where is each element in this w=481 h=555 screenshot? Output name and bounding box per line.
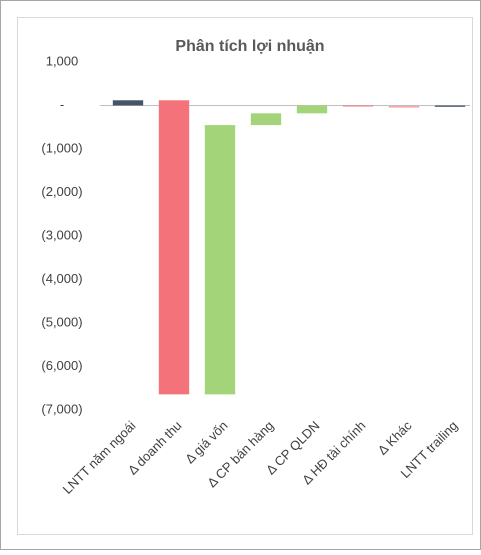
bar xyxy=(158,100,190,395)
bar xyxy=(296,105,328,114)
bar xyxy=(434,105,466,107)
y-tick-label: - xyxy=(60,97,64,112)
y-tick-label: 1,000 xyxy=(46,53,79,68)
y-tick-label: (6,000) xyxy=(41,358,82,373)
y-tick-label: (3,000) xyxy=(41,227,82,242)
chart-frame xyxy=(17,17,473,535)
bar xyxy=(342,105,374,107)
bar xyxy=(204,125,236,395)
y-tick-label: (5,000) xyxy=(41,314,82,329)
bar xyxy=(388,106,420,108)
chart-title: Phân tích lợi nhuận xyxy=(175,38,324,55)
y-tick-label: (2,000) xyxy=(41,184,82,199)
bar xyxy=(112,100,144,106)
y-tick-label: (4,000) xyxy=(41,271,82,286)
y-tick-label: (7,000) xyxy=(41,401,82,416)
bar xyxy=(250,113,282,126)
y-tick-label: (1,000) xyxy=(41,140,82,155)
